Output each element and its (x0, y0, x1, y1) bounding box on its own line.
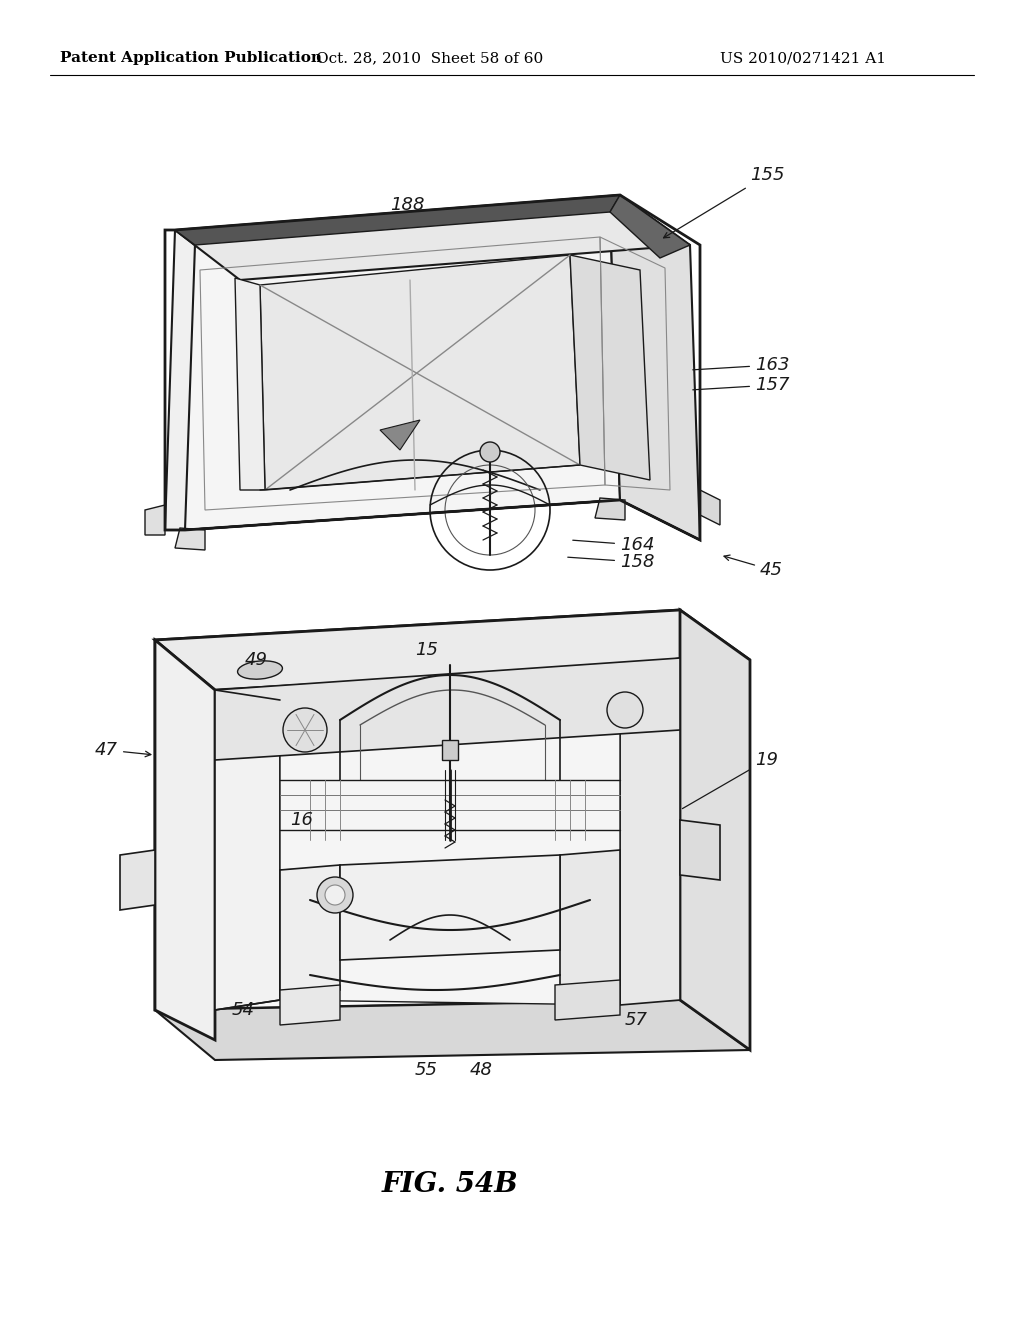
Polygon shape (610, 213, 700, 540)
Polygon shape (145, 506, 165, 535)
Polygon shape (700, 490, 720, 525)
Text: Patent Application Publication: Patent Application Publication (60, 51, 322, 65)
Text: 157: 157 (693, 376, 790, 393)
Text: 47: 47 (95, 741, 151, 759)
Text: 45: 45 (724, 554, 783, 579)
Text: 49: 49 (245, 651, 268, 669)
Text: 57: 57 (625, 1011, 648, 1030)
Polygon shape (680, 610, 750, 1049)
Text: 55: 55 (415, 1061, 438, 1078)
Polygon shape (380, 420, 420, 450)
Polygon shape (234, 279, 265, 490)
Polygon shape (570, 255, 650, 480)
Text: 48: 48 (470, 1061, 493, 1078)
Polygon shape (555, 979, 620, 1020)
Polygon shape (280, 668, 620, 1005)
Polygon shape (595, 498, 625, 520)
Polygon shape (560, 850, 620, 990)
Text: 164: 164 (572, 536, 654, 554)
Ellipse shape (238, 661, 283, 680)
Polygon shape (155, 640, 215, 1040)
Polygon shape (185, 213, 620, 531)
Text: US 2010/0271421 A1: US 2010/0271421 A1 (720, 51, 886, 65)
Text: Oct. 28, 2010  Sheet 58 of 60: Oct. 28, 2010 Sheet 58 of 60 (316, 51, 544, 65)
Polygon shape (680, 820, 720, 880)
Bar (442, 741, 458, 760)
Text: 188: 188 (390, 195, 425, 214)
Circle shape (480, 442, 500, 462)
Polygon shape (165, 230, 195, 531)
Polygon shape (260, 255, 580, 490)
Polygon shape (175, 528, 205, 550)
Text: 54: 54 (232, 1001, 255, 1019)
Circle shape (607, 692, 643, 729)
Circle shape (283, 708, 327, 752)
Polygon shape (340, 855, 560, 960)
Text: 163: 163 (693, 356, 790, 374)
Polygon shape (280, 865, 340, 995)
Polygon shape (175, 195, 690, 280)
Text: 158: 158 (567, 553, 654, 572)
Text: 16: 16 (290, 810, 313, 829)
Polygon shape (280, 985, 340, 1026)
Circle shape (325, 884, 345, 906)
Polygon shape (620, 657, 680, 1005)
Text: 155: 155 (664, 166, 784, 238)
Polygon shape (215, 690, 280, 1010)
Polygon shape (120, 850, 155, 909)
Polygon shape (175, 195, 620, 246)
Text: FIG. 54B: FIG. 54B (382, 1172, 518, 1199)
Polygon shape (610, 195, 690, 257)
Polygon shape (155, 610, 750, 690)
Polygon shape (155, 1001, 750, 1060)
Text: 19: 19 (682, 751, 778, 809)
Polygon shape (155, 610, 680, 1010)
Circle shape (317, 876, 353, 913)
Polygon shape (215, 657, 680, 760)
Text: 15: 15 (415, 642, 438, 659)
